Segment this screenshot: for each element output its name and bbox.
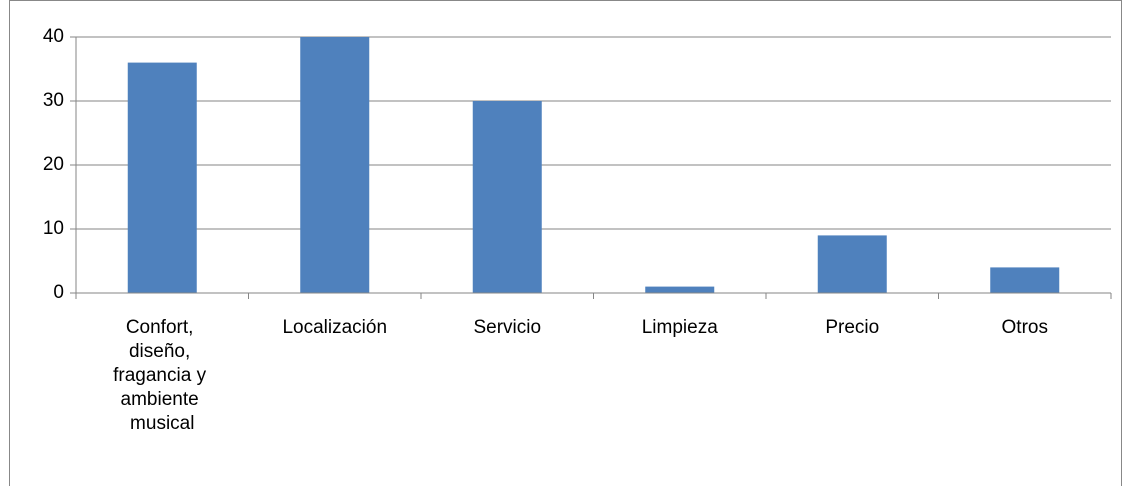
y-tick-label: 40 (43, 26, 64, 47)
x-tick-label: Localización (282, 317, 387, 338)
bar (645, 286, 715, 293)
x-tick-label: Confort, diseño, fragancia y ambiente mu… (113, 317, 211, 434)
bar (472, 101, 542, 293)
x-tick-label: Limpieza (642, 317, 718, 338)
x-tick-label: Otros (1002, 317, 1048, 338)
y-tick-label: 0 (53, 282, 64, 303)
bar (127, 62, 197, 293)
y-tick-label: 30 (43, 90, 64, 111)
bar (300, 37, 370, 293)
x-tick-label: Precio (825, 317, 879, 338)
bar (817, 235, 887, 293)
y-tick-label: 20 (43, 154, 64, 175)
x-tick-label: Servicio (473, 317, 541, 338)
bar (990, 267, 1060, 293)
y-tick-label: 10 (43, 218, 64, 239)
chart-frame (9, 0, 1122, 486)
